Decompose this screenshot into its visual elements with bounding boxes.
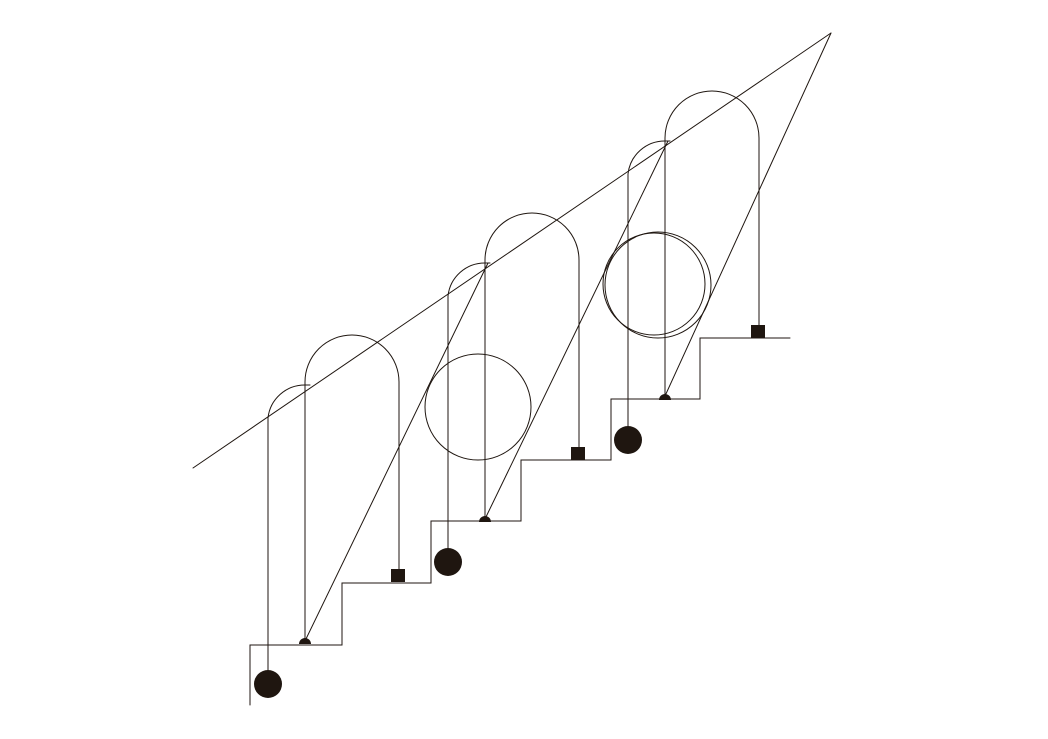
- round-weight: [254, 670, 282, 698]
- pendulum-unit: [254, 262, 532, 698]
- round-weight: [434, 548, 462, 576]
- diagonal-rail: [192, 32, 832, 469]
- loop-circle: [424, 353, 532, 461]
- connector-diagonal-line: [484, 140, 669, 520]
- square-weight: [391, 569, 405, 582]
- staircase: [249, 337, 791, 706]
- square-weight: [751, 325, 765, 338]
- pendulum-units: [254, 90, 765, 698]
- small-arch-line: [627, 140, 671, 429]
- half-disc-pivot: [659, 394, 671, 400]
- pendulum-unit: [614, 90, 765, 454]
- square-weight: [571, 447, 585, 460]
- loop-circle: [604, 231, 712, 339]
- staircase-outline: [249, 337, 791, 706]
- small-arch-line: [447, 262, 491, 551]
- round-weight: [614, 426, 642, 454]
- connector-diagonal-line: [304, 262, 489, 642]
- return-diagonal-line: [664, 32, 832, 397]
- large-arch-line: [484, 212, 580, 520]
- half-disc-pivot: [479, 516, 491, 522]
- loop-circle: [602, 232, 706, 336]
- half-disc-pivot: [299, 638, 311, 644]
- large-arch-line: [664, 90, 760, 398]
- small-arch-line: [267, 384, 311, 673]
- diagonal-rail-line: [192, 32, 832, 469]
- pendulum-unit: [434, 140, 712, 576]
- large-arch-line: [304, 334, 400, 642]
